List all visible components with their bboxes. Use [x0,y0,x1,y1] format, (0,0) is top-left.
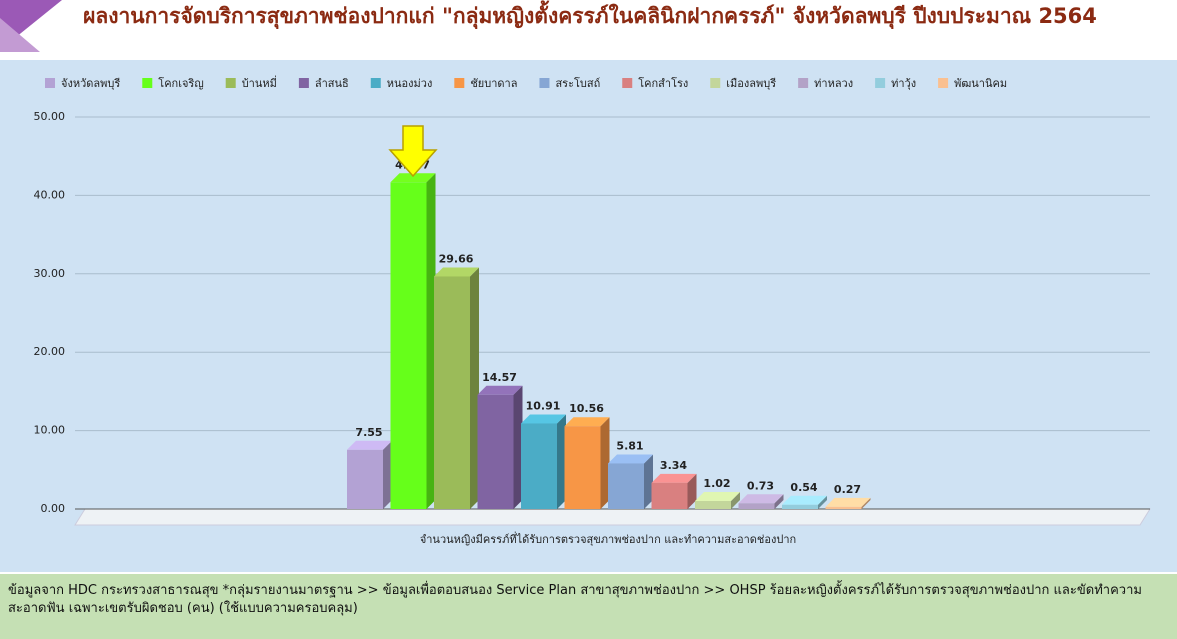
bar-top [608,454,653,464]
data-label: 0.27 [834,483,861,496]
bar-side [600,417,610,509]
chart-title: ผลงานการจัดบริการสุขภาพช่องปากแก่ "กลุ่ม… [83,4,1097,28]
bar-top [564,417,610,427]
bar [738,503,775,509]
bar [347,449,383,509]
bar-top [390,173,436,183]
bar-side [774,494,784,509]
bar [521,423,557,509]
bar-side [383,440,392,509]
legend-label: หนองม่วง [387,77,433,90]
legend-label: สระโบสถ์ [555,76,600,90]
y-tick-label: 30.00 [34,267,66,280]
bar-side [861,497,871,509]
bar-side [513,385,523,509]
legend-label: เมืองลพบุรี [726,77,776,90]
bar [434,276,470,509]
legend-label: โคกสำโรง [638,76,688,90]
y-tick-label: 0.00 [41,502,66,515]
bar [564,426,601,509]
bar-top [738,494,784,504]
bar [390,182,427,510]
bar-top [782,495,827,505]
y-tick-label: 10.00 [34,424,66,437]
legend-label: ท่าหลวง [814,77,853,90]
bar [695,501,731,509]
y-tick-label: 20.00 [34,345,66,358]
legend-label: พัฒนานิคม [954,77,1007,90]
bar [782,504,818,509]
plot: 0.00 10.00 20.00 30.00 40.00 50.00 จังหวัดลพบุ… [34,75,1150,546]
data-label: 7.55 [355,426,382,439]
bar-side [731,492,740,509]
data-label: 3.34 [660,459,687,472]
bar-side [644,454,653,509]
legend-label: โคกเจริญ [158,76,203,90]
legend-swatch [798,78,809,88]
y-tick-label: 50.00 [34,110,66,123]
data-label: 1.02 [703,477,730,490]
source-background [0,574,1177,639]
data-label: 0.54 [790,481,817,494]
corner-decoration [0,18,40,52]
bar [651,482,688,509]
data-label: 0.73 [747,479,774,492]
arrow-annotation [388,125,438,178]
data-label: 29.66 [439,252,474,265]
bar-side [557,414,566,509]
bar [477,394,514,509]
bar-side [687,473,697,509]
legend-label: บ้านหมี่ [242,75,277,90]
legend-swatch [45,78,55,88]
legend-swatch [622,78,633,88]
bar-top [347,440,392,450]
legend-swatch [875,78,886,88]
bar [608,463,644,509]
legend-swatch [454,78,465,88]
source-note: ข้อมูลจาก HDC กระทรวงสาธารณสุข *กลุ่มราย… [8,583,1142,616]
bar-top [651,473,697,483]
bar-side [818,495,827,509]
x-tick-label: จำนวนหญิงมีครรภ์ที่ได้รับการตรวจสุขภาพช่… [420,531,796,546]
data-label: 14.57 [482,371,517,384]
legend-swatch [298,78,309,88]
legend-label: ลำสนธิ [315,77,349,90]
bar-top [434,267,479,277]
legend-swatch [370,78,381,88]
y-tick-label: 40.00 [34,188,66,201]
legend-label: ชัยบาดาล [470,77,517,90]
legend-swatch [710,78,721,88]
bar [825,506,862,509]
floor [74,508,1151,526]
bar-side [470,267,479,509]
legend-label: จังหวัดลพบุรี [61,77,120,90]
data-label: 5.81 [616,439,643,452]
legend-swatch [225,78,236,88]
bar-top [521,414,566,424]
bar-side [426,173,436,510]
data-label: 10.91 [526,399,561,412]
data-label: 10.56 [569,402,604,415]
bar-top [825,497,871,507]
legend-swatch [539,78,550,88]
bar-top [695,492,740,502]
legend-swatch [142,78,153,88]
bar-top [477,385,523,395]
legend-swatch [938,78,949,88]
legend-label: ท่าวุ้ง [891,77,916,90]
